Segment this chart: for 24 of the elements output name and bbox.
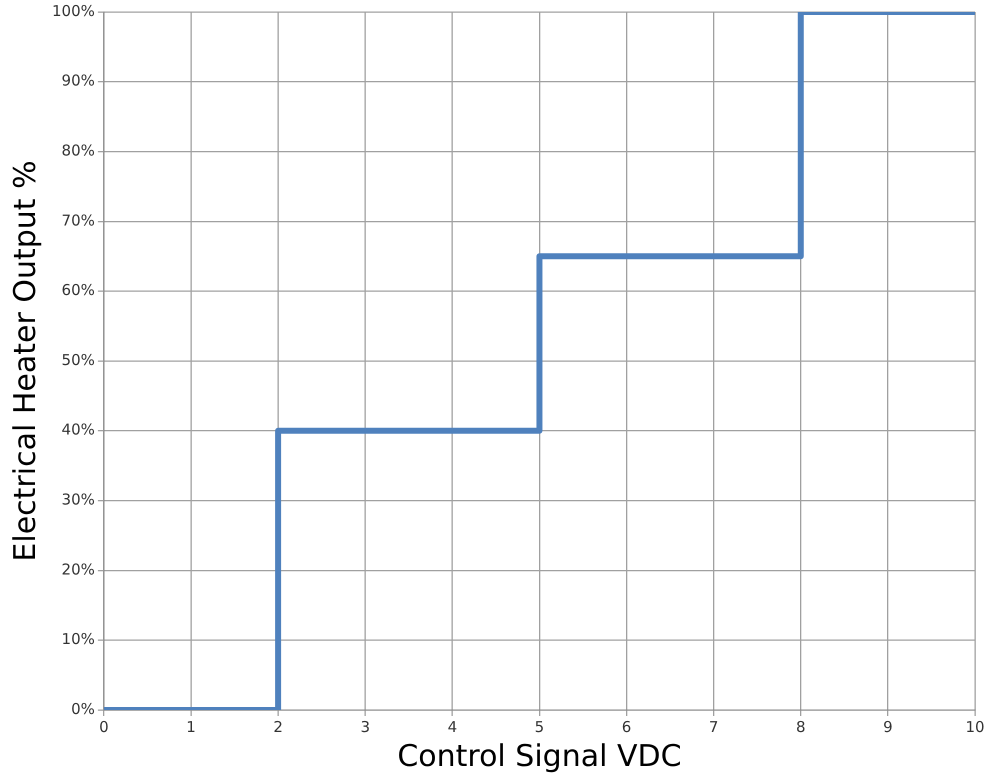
y-tick-label: 100% (52, 2, 95, 20)
y-tick-label: 90% (62, 72, 95, 90)
x-tick-label: 3 (360, 718, 370, 736)
x-tick-label: 9 (883, 718, 893, 736)
x-tick-label: 10 (965, 718, 985, 736)
y-tick-label: 30% (62, 490, 95, 508)
x-tick-label: 7 (708, 718, 718, 736)
y-axis-title: Electrical Heater Output % (8, 160, 43, 562)
x-tick-label: 8 (796, 718, 806, 736)
x-tick-label: 0 (99, 718, 109, 736)
y-tick-label: 20% (62, 560, 95, 578)
x-tick-label: 6 (622, 718, 632, 736)
x-tick-label: 4 (448, 718, 458, 736)
y-tick-label: 70% (62, 211, 95, 230)
y-tick-label: 50% (62, 350, 95, 369)
x-axis-title: Control Signal VDC (397, 738, 682, 774)
y-tick-label: 80% (62, 141, 95, 160)
y-tick-label: 0% (71, 700, 95, 718)
x-tick-label: 2 (273, 718, 283, 736)
y-tick-label: 40% (62, 420, 95, 439)
x-tick-label: 5 (534, 718, 544, 736)
y-tick-label: 10% (62, 630, 95, 648)
y-tick-label: 60% (62, 281, 95, 300)
x-tick-label: 1 (186, 718, 196, 736)
